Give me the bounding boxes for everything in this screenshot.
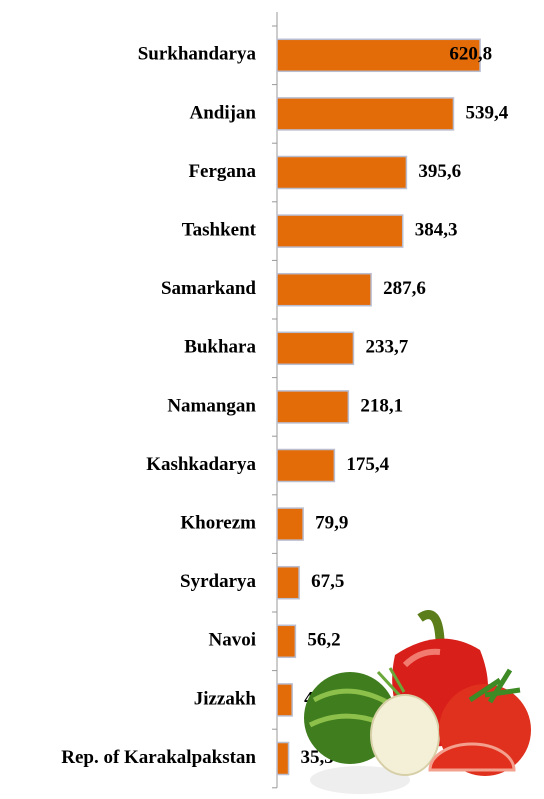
category-label: Bukhara <box>184 337 256 358</box>
value-label: 218,1 <box>360 395 403 416</box>
category-label: Navoi <box>209 630 257 651</box>
category-label: Namangan <box>167 395 256 416</box>
value-label: 175,4 <box>346 454 389 475</box>
category-label: Tashkent <box>182 219 257 240</box>
bar <box>277 215 403 247</box>
category-label: Andijan <box>189 102 256 123</box>
onion <box>371 695 439 775</box>
category-label: Surkhandarya <box>138 44 257 65</box>
value-label: 56,2 <box>307 630 340 651</box>
bar <box>277 684 292 716</box>
bar <box>277 274 371 306</box>
category-label: Jizzakh <box>194 688 257 709</box>
value-label: 384,3 <box>415 219 458 240</box>
value-label: 79,9 <box>315 512 348 533</box>
category-label: Kashkadarya <box>146 454 256 475</box>
bar <box>277 743 289 775</box>
bar <box>277 98 453 130</box>
value-label: 539,4 <box>465 102 508 123</box>
bar <box>277 508 303 540</box>
value-label: 395,6 <box>418 161 461 182</box>
bar <box>277 450 334 482</box>
bar <box>277 391 348 423</box>
category-label: Khorezm <box>180 512 256 533</box>
pepper-stem <box>420 614 440 640</box>
bar <box>277 625 295 657</box>
category-label: Fergana <box>188 161 256 182</box>
value-label: 233,7 <box>365 337 408 358</box>
value-label: 620,8 <box>449 44 492 65</box>
category-label: Samarkand <box>161 278 256 299</box>
category-label: Rep. of Karakalpakstan <box>61 747 256 768</box>
bar <box>277 157 406 189</box>
bar <box>277 332 353 364</box>
category-label: Syrdarya <box>180 571 257 592</box>
chart: Surkhandarya 620,8 Andijan 539,4 Fergana 395,… <box>0 0 544 799</box>
bar <box>277 567 299 599</box>
page: Surkhandarya 620,8 Andijan 539,4 Fergana 395,… <box>0 0 544 799</box>
value-label: 287,6 <box>383 278 426 299</box>
value-label: 67,5 <box>311 571 344 592</box>
